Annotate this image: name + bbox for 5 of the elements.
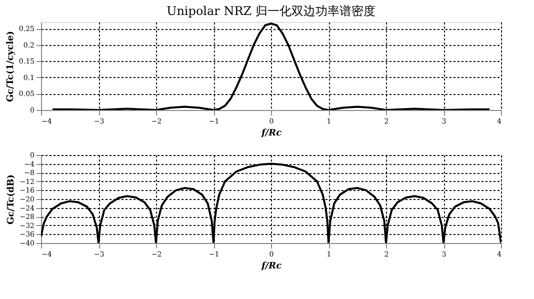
chart-title: Unipolar NRZ 归一化双边功率谱密度 — [166, 4, 376, 18]
y-axis-title: Gc/Tc(dB) — [6, 174, 17, 225]
y-axis-title: Gc/Tc(1/cycle) — [6, 31, 16, 102]
x-axis-title: f/Rc — [260, 128, 282, 138]
x-axis-title: f/Rc — [260, 262, 282, 272]
